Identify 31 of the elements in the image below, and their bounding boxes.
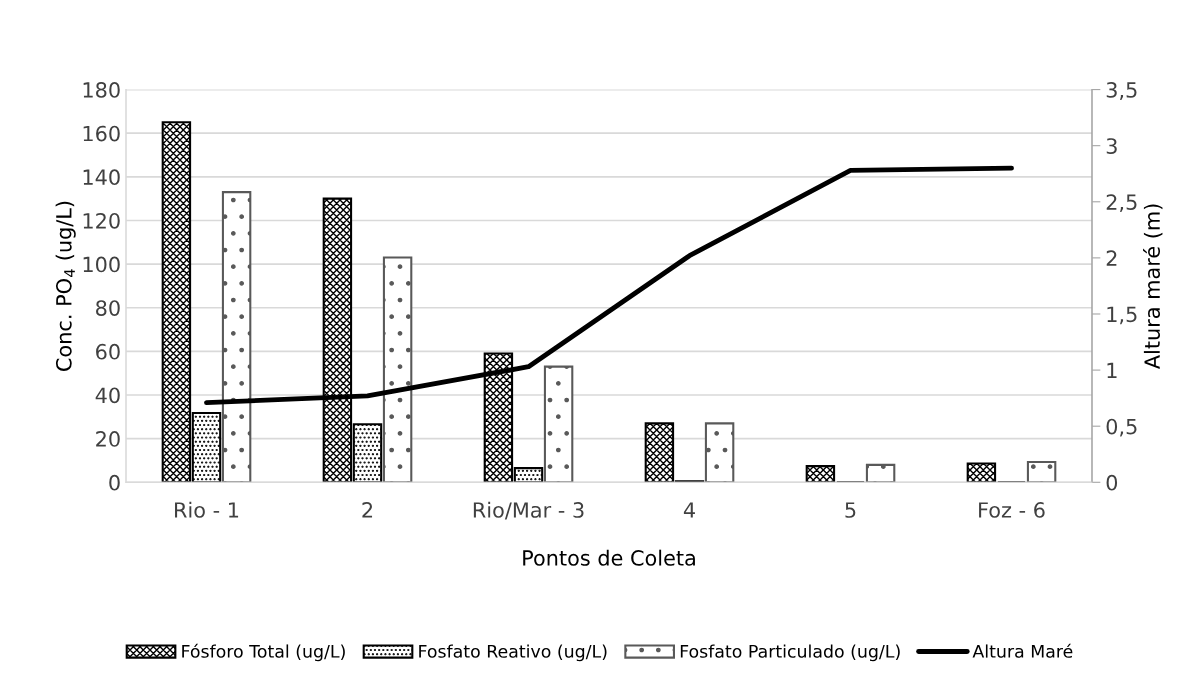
y2-tick-label: 0,5: [1106, 418, 1137, 437]
y-tick-label: 180: [83, 82, 120, 98]
y-tick-label: 100: [83, 256, 120, 273]
y-tick-label: 160: [83, 125, 120, 142]
y2-tick-label: 3,5: [1106, 82, 1137, 100]
y-tick-label: 140: [83, 169, 120, 186]
y2-axis-title: Altura maré (m): [1143, 204, 1163, 370]
y2-tick-label: 0: [1106, 474, 1118, 491]
y-tick-label: 60: [96, 343, 120, 360]
y-tick-label: 80: [96, 300, 120, 316]
y2-tick-label: 3: [1106, 138, 1117, 154]
y2-tick-label: 2: [1106, 250, 1117, 266]
legend-label: Altura Maré: [972, 643, 1073, 658]
y-tick-label: 20: [96, 431, 120, 447]
x-tick-label: Rio/Mar - 3: [473, 501, 584, 520]
x-tick-label: 5: [845, 502, 856, 518]
x-tick-label: Rio - 1: [175, 501, 239, 518]
x-axis-title: Pontos de Coleta: [523, 549, 695, 566]
y-tick-label: 0: [109, 474, 120, 491]
y-axis-title: Conc. PO$_{4}$ (ug/L): [55, 201, 76, 371]
legend-label: Fosfato Particulado (ug/L): [680, 644, 900, 662]
legend-label: Fósforo Total (ug/L): [182, 643, 345, 662]
y2-tick-label: 1,5: [1107, 306, 1137, 325]
y2-tick-label: 1: [1107, 362, 1117, 379]
y-tick-label: 120: [83, 212, 120, 229]
x-tick-label: 2: [362, 502, 373, 518]
legend-label: Fosfato Reativo (ug/L): [419, 644, 607, 662]
y2-tick-label: 2,5: [1106, 194, 1137, 213]
y-tick-label: 40: [95, 387, 120, 404]
x-tick-label: 4: [683, 502, 695, 518]
x-tick-label: Foz - 6: [979, 502, 1045, 518]
